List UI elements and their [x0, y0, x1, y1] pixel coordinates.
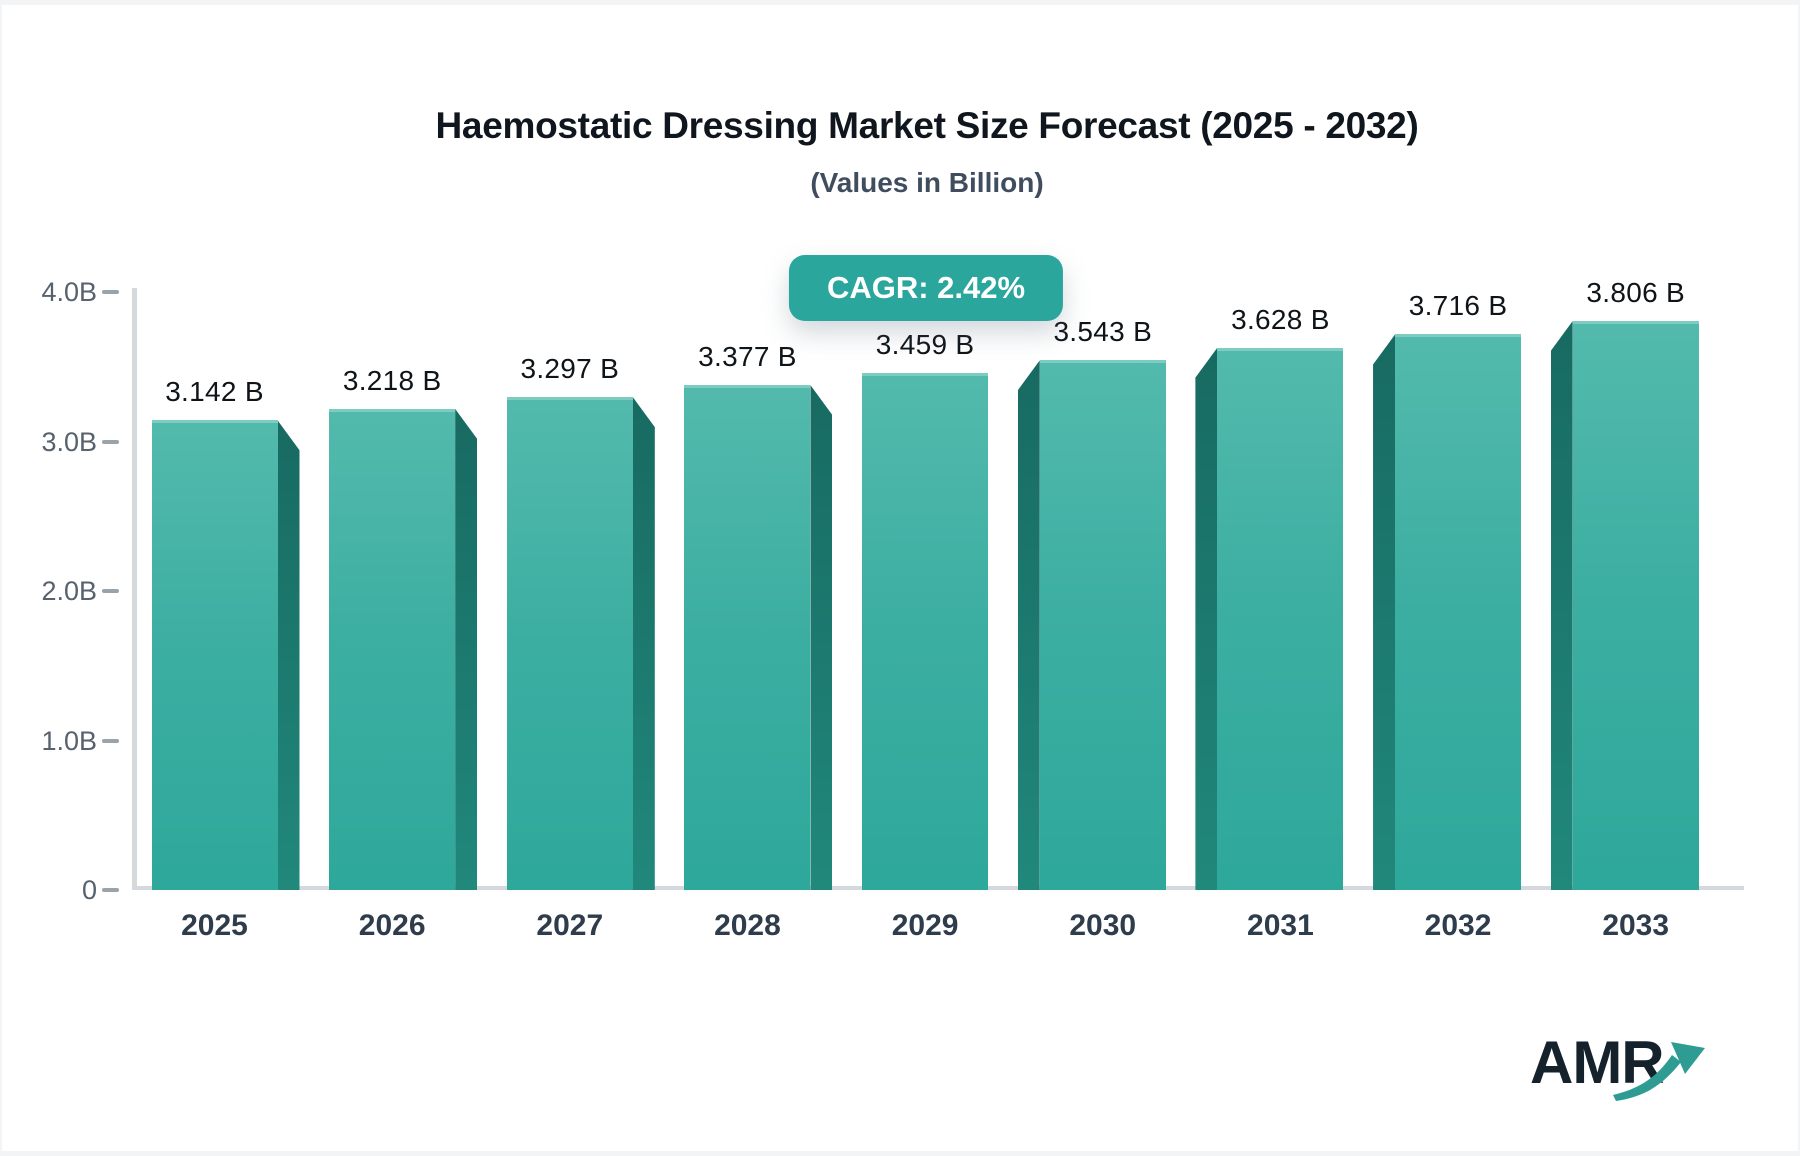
bar-3d-side — [277, 420, 300, 890]
bar-face — [684, 385, 811, 890]
x-axis-label-2027: 2027 — [536, 909, 604, 942]
bar-value-label-2028: 3.377 B — [698, 341, 797, 373]
bar-2030 — [1017, 360, 1166, 890]
x-axis-label-2025: 2025 — [181, 909, 248, 942]
bar-face — [862, 372, 989, 890]
bar-2032 — [1373, 334, 1522, 890]
bar-3d-side — [1195, 347, 1218, 890]
bar-value-label-2027: 3.297 B — [520, 353, 620, 385]
y-tick-mark — [102, 888, 119, 892]
bar-2031 — [1195, 347, 1344, 890]
bar-3d-side — [632, 397, 655, 890]
bar-value-label-2029: 3.459 B — [875, 328, 975, 360]
bar-value-label-2031: 3.628 B — [1231, 303, 1330, 335]
bar-face — [1572, 321, 1699, 890]
amr-logo-text: AMR — [1530, 1029, 1665, 1096]
bar-face — [151, 420, 278, 890]
bar-chart-plot: 4.0B 3.0B 2.0B 1.0B 0 3.142 B 2025 3.218 B 2026… — [2, 5, 1798, 1151]
y-tick-label-2.0B: 2.0B — [41, 576, 97, 606]
y-tick-mark — [102, 290, 119, 294]
bar-value-label-2032: 3.716 B — [1408, 290, 1508, 322]
bar-value-label-2033: 3.806 B — [1586, 277, 1685, 308]
y-tick-mark — [102, 439, 119, 444]
bar-3d-side — [1373, 334, 1396, 890]
bar-3d-side — [455, 408, 478, 890]
bar-2027 — [506, 397, 655, 890]
bar-2025 — [151, 420, 300, 890]
x-axis-label-2030: 2030 — [1069, 909, 1137, 942]
x-axis-label-2032: 2032 — [1424, 909, 1492, 942]
cagr-badge: CAGR: 2.42% — [788, 255, 1064, 321]
bar-2029 — [862, 372, 989, 890]
bar-face — [329, 408, 456, 890]
x-axis-label-2029: 2029 — [891, 909, 959, 942]
y-tick-label-4.0B: 4.0B — [41, 277, 97, 307]
trending-up-arrow-icon — [1613, 1042, 1705, 1101]
bar-value-label-2025: 3.142 B — [165, 376, 264, 408]
x-axis-label-2031: 2031 — [1247, 909, 1314, 942]
bar-3d-side — [1017, 360, 1040, 890]
bar-2028 — [684, 385, 833, 890]
x-axis-label-2026: 2026 — [358, 909, 426, 942]
bar-value-label-2026: 3.218 B — [342, 364, 442, 396]
bar-3d-side — [1550, 321, 1573, 890]
y-tick-mark — [102, 589, 119, 593]
chart-title: Haemostatic Dressing Market Size Forecas… — [435, 105, 1419, 146]
y-axis-line — [132, 288, 137, 888]
chart-card: Haemostatic Dressing Market Size Forecas… — [2, 5, 1798, 1151]
y-tick-mark — [102, 738, 119, 743]
bar-2033 — [1550, 321, 1699, 890]
bar-value-label-2030: 3.543 B — [1053, 316, 1153, 348]
chart-subtitle: (Values in Billion) — [810, 167, 1044, 198]
y-tick-label-0: 0 — [81, 875, 97, 905]
y-tick-label-3.0B: 3.0B — [41, 426, 97, 457]
amr-logo: AMR — [1530, 1033, 1790, 1143]
y-tick-label-1.0B: 1.0B — [41, 725, 97, 756]
bar-2026 — [329, 408, 478, 890]
bar-3d-side — [810, 385, 833, 890]
bar-face — [1217, 347, 1344, 890]
x-axis-label-2033: 2033 — [1602, 909, 1670, 942]
x-axis-label-2028: 2028 — [714, 909, 781, 942]
bar-face — [506, 397, 633, 890]
bar-face — [1039, 360, 1166, 890]
bar-face — [1395, 334, 1522, 890]
